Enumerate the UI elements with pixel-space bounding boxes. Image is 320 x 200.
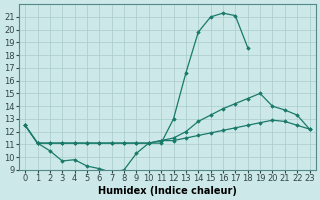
X-axis label: Humidex (Indice chaleur): Humidex (Indice chaleur) bbox=[98, 186, 237, 196]
